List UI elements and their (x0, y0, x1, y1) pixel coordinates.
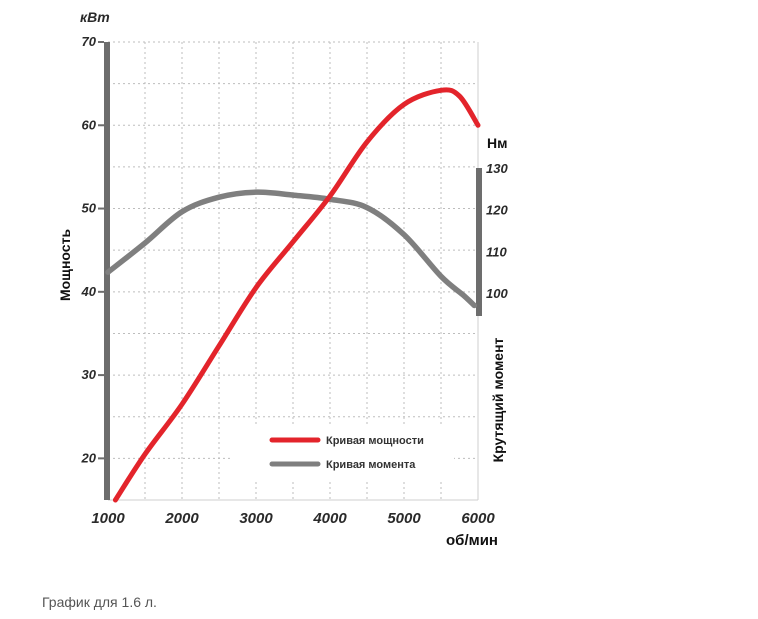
power-curve (112, 87, 481, 503)
left-tick-label: 70 (82, 34, 97, 49)
left-tick-label: 60 (82, 117, 97, 132)
left-axis-unit: кВт (80, 9, 110, 25)
figure-caption: График для 1.6 л. (42, 594, 157, 610)
left-tick-label: 40 (81, 284, 97, 299)
series-group (105, 87, 481, 503)
x-tick-label: 4000 (312, 510, 347, 527)
right-tick-label: 110 (486, 244, 507, 259)
x-tick-label: 3000 (239, 510, 273, 527)
x-tick-label: 1000 (91, 510, 125, 527)
legend-label: Кривая мощности (326, 435, 424, 447)
right-axis-bar (476, 168, 482, 316)
x-tick-label: 5000 (387, 510, 421, 527)
right-tick-label: 130 (486, 161, 508, 176)
x-axis-title: об/мин (446, 532, 498, 549)
grid (108, 41, 478, 500)
legend: Кривая мощности Кривая момента (232, 427, 454, 479)
x-tick-label: 6000 (461, 510, 495, 527)
labels-group: 20 30 40 50 60 70 кВт Мощность 100 110 120 130 Нм Кру… (57, 9, 508, 549)
right-tick-label: 100 (486, 286, 508, 301)
right-tick-label: 120 (486, 203, 508, 218)
legend-background (232, 427, 454, 479)
left-tick-label: 50 (82, 201, 97, 216)
power-torque-chart: 20 30 40 50 60 70 кВт Мощность 100 110 120 130 Нм Кру… (57, 9, 508, 549)
left-tick-label: 20 (81, 450, 97, 465)
torque-curve (105, 189, 478, 309)
left-tick-label: 30 (82, 367, 97, 382)
right-axis-unit: Нм (487, 135, 507, 151)
right-axis-title: Крутящий момент (490, 337, 506, 462)
x-tick-label: 2000 (164, 510, 199, 527)
left-axis-title: Мощность (57, 229, 73, 301)
legend-label: Кривая момента (326, 459, 416, 471)
